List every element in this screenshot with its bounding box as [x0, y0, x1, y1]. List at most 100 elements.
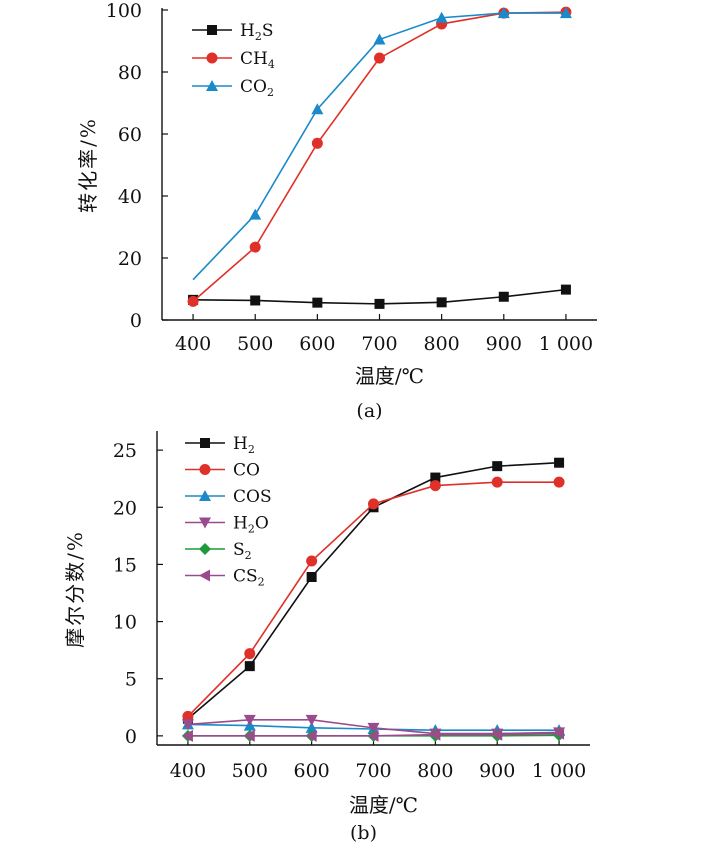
- x-tick-label: 400: [170, 760, 206, 782]
- x-tick-label: 500: [237, 333, 273, 355]
- y-tick-label: 100: [106, 0, 142, 22]
- data-point-h2: [244, 661, 255, 672]
- data-point-ch4: [311, 137, 323, 149]
- x-tick-label: 500: [232, 760, 268, 782]
- legend-label-base: H: [240, 21, 255, 41]
- data-point-h2s: [436, 297, 447, 308]
- panel-label: (a): [356, 400, 382, 422]
- data-point-h2o: [243, 714, 256, 726]
- legend-label-subscript: 2: [258, 576, 265, 589]
- data-point-h2: [492, 461, 503, 472]
- legend-label-s2: S2: [233, 540, 252, 562]
- legend-marker-h2: [200, 438, 210, 448]
- data-point-h2: [430, 472, 441, 483]
- x-tick-label: 400: [175, 333, 211, 355]
- data-point-co: [244, 648, 256, 660]
- y-tick-label: 10: [113, 612, 137, 634]
- data-point-co: [182, 710, 194, 722]
- data-point-co: [491, 476, 503, 488]
- y-tick-label: 25: [113, 440, 137, 462]
- legend-label-h2: H2: [233, 434, 255, 456]
- legend-label-h2o: H2O: [233, 514, 269, 536]
- data-point-h2o: [367, 722, 380, 734]
- legend-marker-h2s: [207, 25, 217, 35]
- legend-label-subscript: 2: [248, 523, 255, 536]
- x-axis-label: 温度/℃: [349, 793, 418, 817]
- legend-label-base: CO: [233, 461, 260, 481]
- legend-marker-ch4: [206, 52, 218, 64]
- data-point-h2: [554, 457, 565, 468]
- legend-label-subscript: 2: [248, 443, 255, 456]
- x-tick-label: 700: [361, 333, 397, 355]
- legend-label-base: H: [233, 514, 248, 534]
- data-point-h2o: [305, 714, 318, 726]
- data-point-co2: [249, 208, 262, 220]
- legend-label-base: H: [233, 434, 248, 454]
- y-tick-label: 0: [125, 726, 137, 748]
- x-tick-label: 600: [294, 760, 330, 782]
- data-point-co2: [373, 33, 386, 45]
- x-tick-label: 600: [299, 333, 335, 355]
- data-point-co2: [435, 11, 448, 23]
- data-point-cs2: [181, 729, 193, 742]
- data-point-co2: [497, 7, 510, 19]
- legend-label-subscript: 2: [267, 86, 274, 99]
- data-point-h2: [306, 572, 317, 582]
- legend-label-base: CH: [240, 49, 268, 69]
- legend-label-h2s: H2S: [240, 21, 273, 43]
- y-axis-label: 摩尔分数/%: [63, 530, 87, 648]
- legend-label-base: CS: [233, 567, 258, 587]
- data-point-cs2: [429, 728, 441, 741]
- data-point-co: [368, 498, 379, 510]
- y-tick-label: 5: [125, 669, 137, 691]
- legend-label-cos: COS: [233, 487, 272, 507]
- x-axis-label: 温度/℃: [355, 364, 424, 388]
- legend-label-tail: O: [255, 514, 269, 534]
- legend-marker-s2: [199, 543, 211, 555]
- data-point-h2s: [374, 298, 385, 309]
- data-point-co: [553, 476, 565, 488]
- data-point-h2s: [560, 284, 571, 295]
- legend-label-subscript: 2: [245, 549, 252, 562]
- data-point-h2s: [250, 295, 261, 306]
- legend-marker-cos: [199, 490, 211, 501]
- y-tick-label: 15: [113, 554, 137, 576]
- x-tick-label: 900: [486, 333, 522, 355]
- data-point-h2o: [181, 719, 194, 731]
- legend-label-subscript: 4: [268, 58, 275, 71]
- legend-marker-cs2: [199, 569, 210, 582]
- x-tick-label: 800: [417, 760, 453, 782]
- x-tick-label: 900: [479, 760, 515, 782]
- x-tick-label: 1 000: [539, 333, 593, 355]
- data-point-cs2: [305, 729, 317, 742]
- y-tick-label: 20: [118, 248, 142, 270]
- legend-marker-co2: [206, 80, 218, 91]
- data-point-cs2: [553, 727, 565, 740]
- y-tick-label: 80: [118, 62, 142, 84]
- legend-label-co2: CO2: [240, 77, 274, 99]
- y-axis-label: 转化率/%: [76, 117, 100, 213]
- data-point-co: [429, 480, 441, 492]
- data-point-ch4: [187, 295, 199, 307]
- legend-label-base: CO: [240, 77, 267, 97]
- legend-label-base: S: [233, 540, 245, 560]
- panel-b: 0 5 10 15 20 25 400 500 600 700 800 900 1 000 温度/℃ 摩尔分…: [63, 431, 590, 844]
- data-point-co2: [559, 7, 572, 19]
- legend-label-tail: S: [262, 21, 274, 41]
- data-point-co2: [311, 103, 324, 115]
- y-tick-label: 0: [130, 310, 142, 332]
- y-tick-label: 40: [118, 186, 142, 208]
- x-tick-label: 700: [355, 760, 391, 782]
- data-point-co: [306, 555, 318, 567]
- legend-label-ch4: CH4: [240, 49, 275, 71]
- legend-label-co: CO: [233, 461, 260, 481]
- legend-marker-co: [199, 464, 211, 475]
- data-point-h2s: [312, 297, 323, 308]
- data-point-cos: [305, 721, 318, 733]
- panel-label: (b): [350, 822, 377, 844]
- data-point-h2s: [498, 291, 509, 302]
- x-tick-label: 800: [424, 333, 460, 355]
- y-tick-label: 60: [118, 124, 142, 146]
